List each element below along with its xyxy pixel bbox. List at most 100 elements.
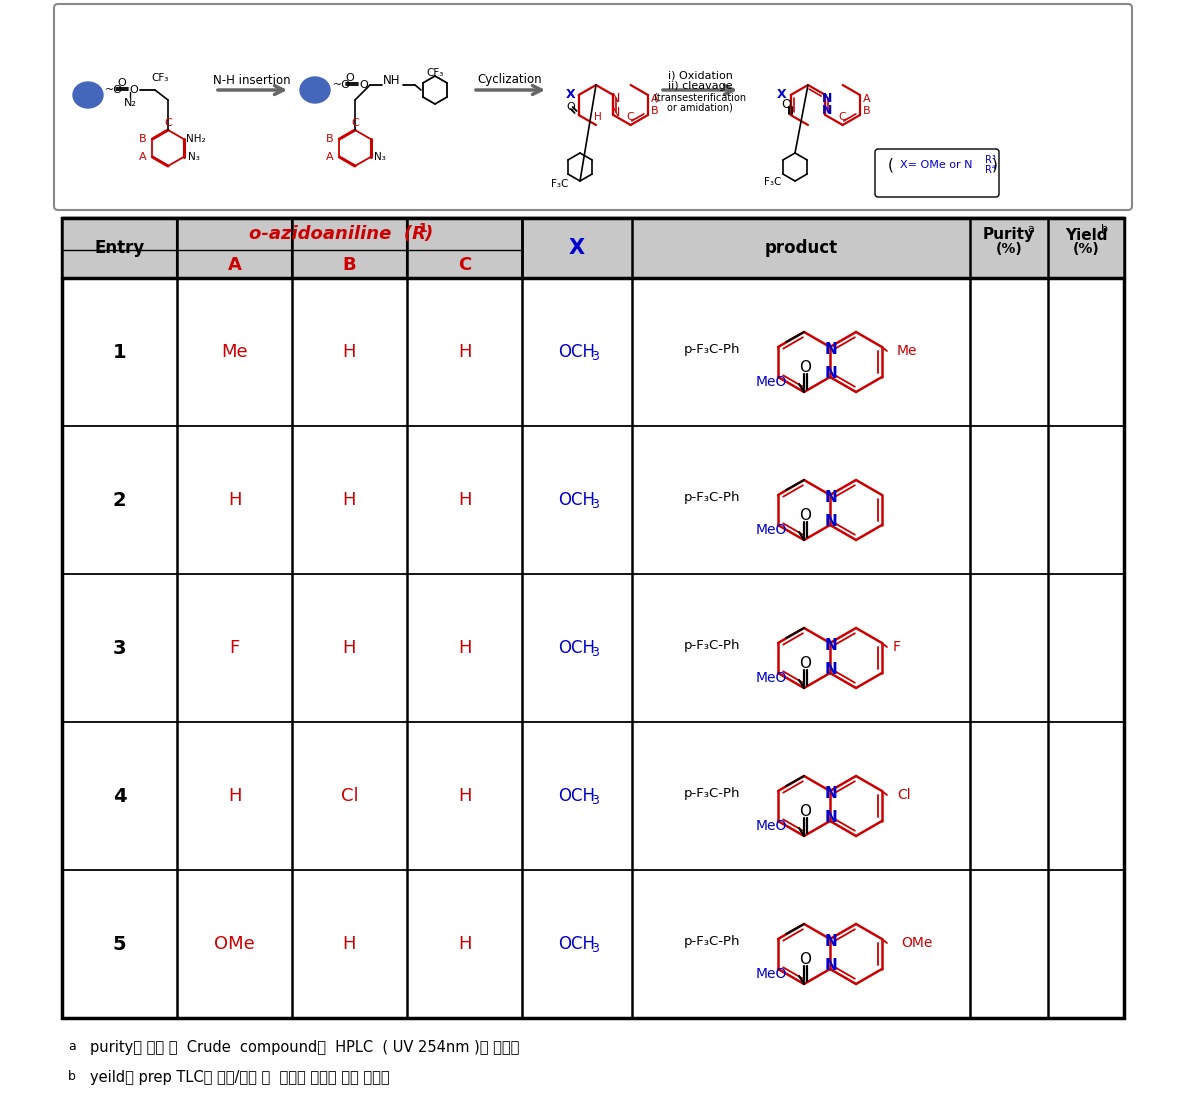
Text: C: C [458,256,471,275]
Text: N: N [824,934,837,950]
Text: p-F₃C-Ph: p-F₃C-Ph [683,639,740,652]
Text: N₂: N₂ [123,99,136,108]
Text: a: a [68,1039,76,1053]
Text: O: O [117,77,127,87]
Text: Me: Me [221,343,248,361]
Text: ~O: ~O [333,80,351,90]
Text: N: N [824,490,837,506]
Text: X= OMe or N: X= OMe or N [900,161,973,170]
Text: C: C [626,112,635,122]
Text: (: ( [888,157,894,173]
Text: X: X [777,89,786,102]
Text: purity는 정제 전  Crude  compound의  HPLC  ( UV 254nm )에 근거함: purity는 정제 전 Crude compound의 HPLC ( UV 2… [90,1039,519,1055]
Ellipse shape [74,82,103,108]
Text: CF₃: CF₃ [426,68,444,77]
Bar [62,218,1124,250]
Text: B: B [343,256,356,275]
Text: OCH: OCH [559,343,595,361]
Text: Cyclization: Cyclization [478,73,542,86]
Text: H: H [343,343,356,361]
Text: C: C [164,118,172,128]
Text: H: H [458,639,471,656]
Text: 3: 3 [591,795,599,807]
Text: 1: 1 [419,221,427,235]
Text: C: C [351,118,359,128]
Text: O: O [129,85,139,95]
Text: p-F₃C-Ph: p-F₃C-Ph [683,342,740,355]
Text: A: A [651,94,658,104]
Text: N₃: N₃ [374,152,385,162]
Text: H: H [343,492,356,509]
Text: 3: 3 [591,646,599,660]
Text: C: C [839,112,847,122]
Text: yeild는 prep TLC로 분리/정제 후  순수한 물질의 양을 기반함: yeild는 prep TLC로 분리/정제 후 순수한 물질의 양을 기반함 [90,1070,390,1085]
Text: H: H [458,787,471,805]
Text: 3: 3 [591,942,599,955]
Text: H: H [228,492,241,509]
Text: O: O [359,80,369,90]
Text: O: O [566,102,575,112]
Text: X: X [566,89,575,102]
Text: OCH: OCH [559,935,595,953]
Text: (%): (%) [995,242,1022,256]
Text: MeO: MeO [755,819,786,832]
Text: A: A [863,94,871,104]
Text: N: N [824,366,837,382]
Text: O: O [799,507,811,523]
Text: Me: Me [897,344,918,358]
Text: N: N [611,105,620,118]
Text: 4: 4 [113,786,127,806]
Ellipse shape [300,77,330,103]
Text: ): ) [991,157,997,173]
Text: N-H insertion: N-H insertion [213,73,291,86]
Text: MeO: MeO [755,671,786,685]
Text: H: H [594,112,601,122]
Text: O: O [799,804,811,818]
Text: N: N [824,342,837,358]
Text: O: O [782,97,791,111]
Text: MeO: MeO [755,968,786,981]
Text: MeO: MeO [755,375,786,389]
FancyBboxPatch shape [55,4,1131,210]
Text: a: a [1027,224,1034,234]
Text: F: F [229,639,240,656]
Text: X: X [569,238,585,258]
Text: ~O: ~O [106,85,123,95]
Text: 3: 3 [591,351,599,363]
Text: O: O [799,655,811,671]
Text: OCH: OCH [559,787,595,805]
Text: ii) cleavage: ii) cleavage [668,81,732,91]
Text: 3: 3 [113,639,126,658]
Text: ): ) [425,225,433,244]
Text: product: product [765,239,837,257]
Text: B: B [863,106,871,116]
Text: N: N [824,959,837,973]
Text: NH: NH [383,74,401,87]
Text: MeO: MeO [755,523,786,537]
Text: b: b [1102,224,1109,234]
Text: A: A [326,152,333,162]
Text: O: O [799,360,811,374]
Text: H: H [458,935,471,953]
Text: F₃C: F₃C [764,177,782,187]
Text: B: B [326,134,333,144]
Text: A: A [228,256,242,275]
Text: H: H [343,935,356,953]
Text: R³: R³ [986,155,996,165]
Text: p-F₃C-Ph: p-F₃C-Ph [683,934,740,948]
Text: N: N [824,639,837,653]
Text: or amidation): or amidation) [667,102,733,112]
Text: A: A [139,152,147,162]
Text: N₃: N₃ [189,152,200,162]
Text: H: H [228,787,241,805]
Text: N: N [824,515,837,529]
Text: OCH: OCH [559,492,595,509]
Bar [62,250,1124,278]
Text: F: F [893,640,901,654]
Text: H: H [458,343,471,361]
Text: i) Oxidation: i) Oxidation [668,70,733,80]
Text: Yield: Yield [1065,228,1108,242]
Bar [62,218,1124,1018]
Text: H: H [458,492,471,509]
Text: Entry: Entry [95,239,145,257]
